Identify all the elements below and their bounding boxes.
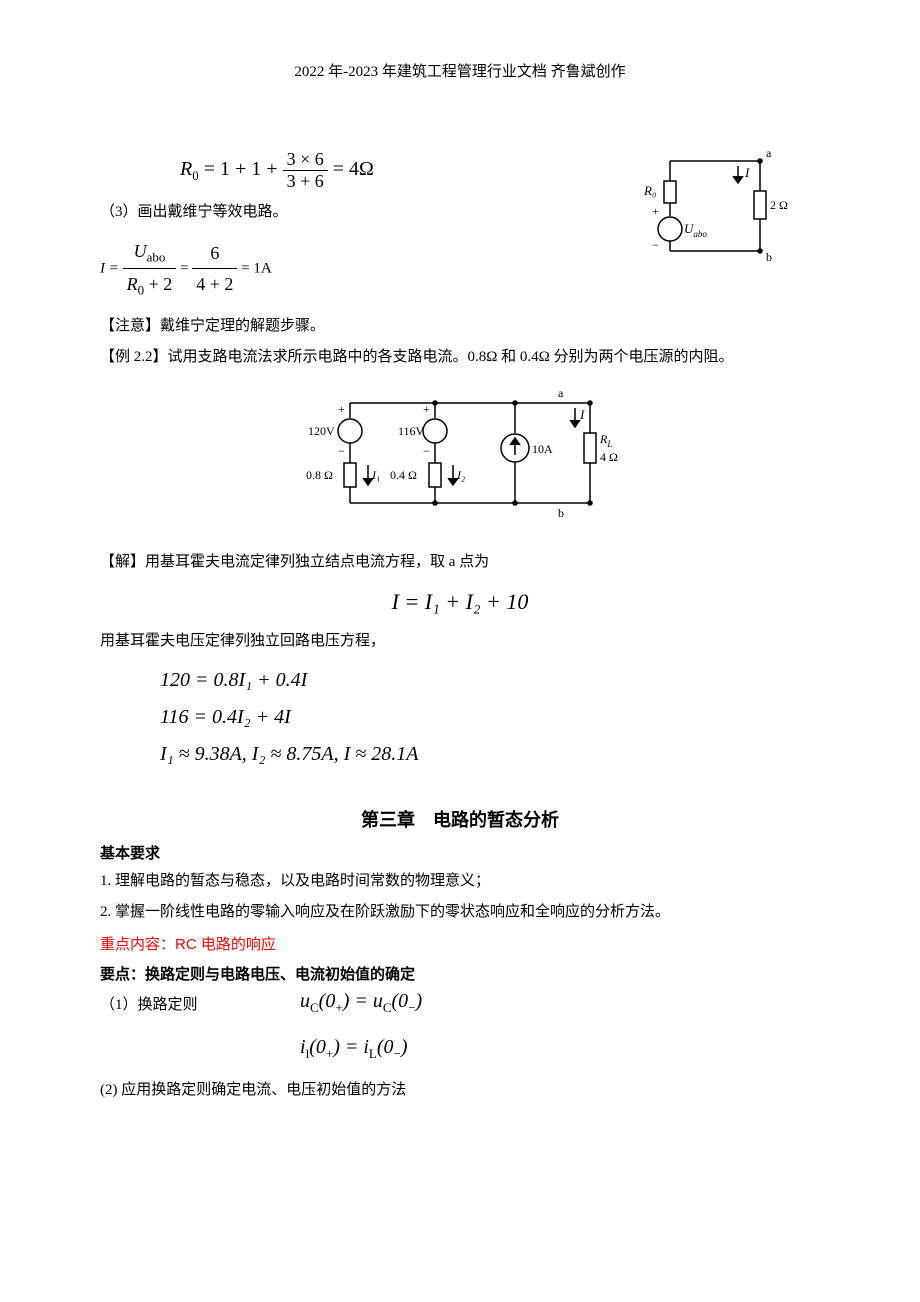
c2-minus1: − bbox=[338, 444, 345, 458]
c2-r04: 0.4 Ω bbox=[390, 468, 417, 482]
c2-minus2: − bbox=[423, 444, 430, 458]
left-column: R0 = 1 + 1 + 3 × 63 + 6 = 4Ω （3）画出戴维宁等效电… bbox=[100, 141, 640, 308]
c2-label-a: a bbox=[558, 386, 564, 400]
equation-current-i: I = UaboR0 + 2 = 64 + 2 = 1A bbox=[100, 236, 640, 302]
basic-requirements: 基本要求 bbox=[100, 842, 820, 863]
c1-label-i: I bbox=[744, 165, 750, 180]
equation-r0: R0 = 1 + 1 + 3 × 63 + 6 = 4Ω bbox=[100, 149, 640, 192]
key-content: 重点内容：RC 电路的响应 bbox=[100, 932, 820, 958]
circuit-diagram-1: a b I R₀ 2 Ω Uabo + − bbox=[640, 141, 790, 276]
solve-intro: 【解】用基耳霍夫电流定律列独立结点电流方程，取 a 点为 bbox=[100, 550, 820, 576]
eq2-f1num-sub: abo bbox=[147, 249, 166, 264]
eq2-f1num: U bbox=[134, 241, 147, 261]
c2-i2: I₂ bbox=[456, 468, 465, 482]
example-22: 【例 2.2】试用支路电流法求所示电路中的各支路电流。0.8Ω 和 0.4Ω 分… bbox=[100, 345, 820, 371]
c2-10a: 10A bbox=[532, 442, 553, 456]
eq2-tail: = 1A bbox=[237, 260, 271, 276]
c2-plus2: + bbox=[423, 402, 430, 416]
c1-label-a: a bbox=[766, 146, 772, 160]
switching-rule-1: （1）换路定则 uC(0+) = uC(0−) bbox=[100, 990, 820, 1016]
rule1-label: （1）换路定则 bbox=[100, 993, 300, 1014]
kvl-eq1: 120 = 0.8I₁ + 0.4I bbox=[100, 669, 820, 692]
circuit-example-22: a b 120V 116V + − + − 0.8 Ω 0.4 Ω I₁ I₂ … bbox=[100, 383, 820, 538]
note-thevenin: 【注意】戴维宁定理的解题步骤。 bbox=[100, 314, 820, 340]
eq1-num: 3 × 6 bbox=[283, 149, 328, 171]
page-header: 2022 年-2023 年建筑工程管理行业文档 齐鲁斌创作 bbox=[100, 60, 820, 81]
eq1-den: 3 + 6 bbox=[283, 171, 328, 192]
eq2-f1den-tail: + 2 bbox=[144, 274, 172, 294]
eq2-f2num: 6 bbox=[192, 238, 237, 270]
kcl-equation: I = I₁ + I₂ + 10 bbox=[100, 589, 820, 615]
eq1-lhs: R bbox=[180, 158, 192, 180]
req-1: 1. 理解电路的暂态与稳态，以及电路时间常数的物理意义； bbox=[100, 869, 820, 895]
c1-minus: − bbox=[652, 238, 659, 252]
key-point: 要点：换路定则与电路电压、电流初始值的确定 bbox=[100, 963, 820, 984]
c2-plus1: + bbox=[338, 402, 345, 416]
eq1-tail: = 4Ω bbox=[328, 158, 374, 180]
result-values: I₁ ≈ 9.38A, I₂ ≈ 8.75A, I ≈ 28.1A bbox=[100, 743, 820, 766]
eq2-lhs: I = bbox=[100, 260, 123, 276]
c1-label-r0: R₀ bbox=[643, 183, 656, 198]
switching-rule-2: il(0+) = iL(0−) bbox=[100, 1036, 820, 1062]
req-2: 2. 掌握一阶线性电路的零输入响应及在阶跃激励下的零状态响应和全响应的分析方法。 bbox=[100, 900, 820, 926]
c2-i1: I₁ bbox=[371, 468, 380, 482]
eq2-f1den: R bbox=[127, 274, 138, 294]
c1-label-b: b bbox=[766, 250, 772, 264]
c2-r08: 0.8 Ω bbox=[306, 468, 333, 482]
rule1-eq: uC(0+) = uC(0−) bbox=[300, 990, 422, 1012]
kvl-intro: 用基耳霍夫电压定律列独立回路电压方程， bbox=[100, 629, 820, 655]
circuit-diagram-2: a b 120V 116V + − + − 0.8 Ω 0.4 Ω I₁ I₂ … bbox=[290, 383, 630, 533]
thevenin-circuit: a b I R₀ 2 Ω Uabo + − bbox=[640, 141, 820, 281]
method-2: (2) 应用换路定则确定电流、电压初始值的方法 bbox=[100, 1078, 820, 1104]
c1-label-uabo: Uabo bbox=[684, 221, 707, 239]
eq1-text: = 1 + 1 + bbox=[199, 158, 283, 180]
rule2-eq: il(0+) = iL(0−) bbox=[300, 1036, 408, 1058]
c2-116v: 116V bbox=[398, 424, 425, 438]
step3-text: （3）画出戴维宁等效电路。 bbox=[100, 200, 640, 226]
c2-rl: RL bbox=[599, 432, 612, 449]
c2-120v: 120V bbox=[308, 424, 335, 438]
eq2-mid: = bbox=[176, 260, 192, 276]
c2-label-b: b bbox=[558, 506, 564, 520]
c1-label-2ohm: 2 Ω bbox=[770, 198, 788, 212]
section-thevenin: R0 = 1 + 1 + 3 × 63 + 6 = 4Ω （3）画出戴维宁等效电… bbox=[100, 141, 820, 308]
kvl-eq2: 116 = 0.4I₂ + 4I bbox=[100, 706, 820, 729]
chapter-3-title: 第三章 电路的暂态分析 bbox=[100, 806, 820, 832]
eq2-f2den: 4 + 2 bbox=[192, 269, 237, 300]
c2-i: I bbox=[579, 407, 585, 422]
c1-plus: + bbox=[652, 204, 659, 218]
c2-4ohm: 4 Ω bbox=[600, 450, 618, 464]
